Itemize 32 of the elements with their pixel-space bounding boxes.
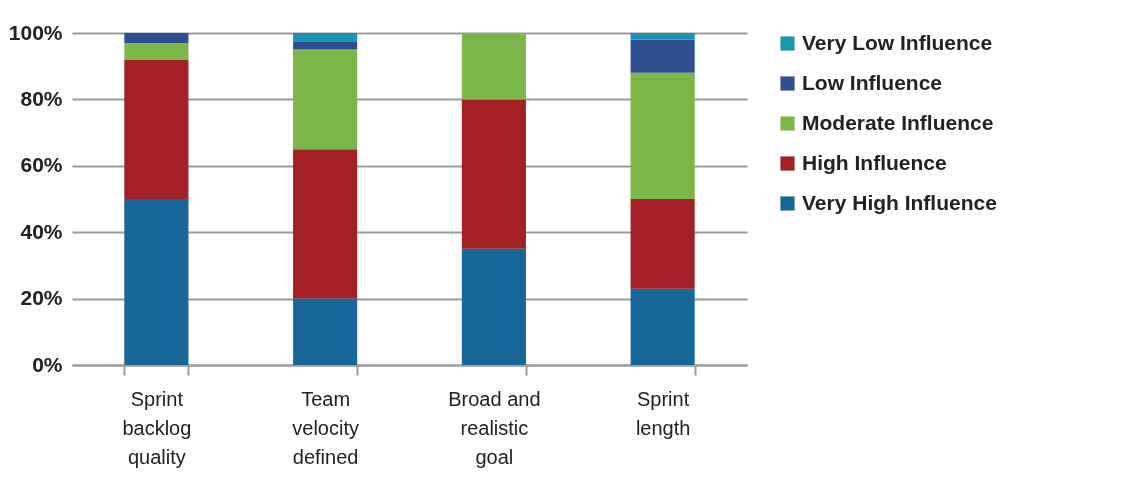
y-tick-label: 20%	[20, 286, 63, 310]
bar	[630, 39, 695, 73]
y-tick-label: 40%	[20, 219, 63, 243]
bar	[124, 33, 189, 43]
x-tick-label: Team velocity defined	[292, 387, 359, 468]
bar	[461, 33, 526, 100]
bar	[461, 248, 526, 365]
bar	[630, 72, 695, 199]
x-tick-label: Broad and realistic goal	[448, 387, 541, 468]
legend-label: Very Low Influence	[802, 30, 993, 54]
bar	[124, 199, 189, 365]
y-tick-label: 100%	[8, 20, 63, 44]
legend-label: Very High Influence	[802, 190, 997, 214]
bar	[293, 33, 358, 42]
legend-label: High Influence	[802, 150, 947, 174]
bar	[124, 59, 189, 199]
x-tick-label: Sprint backlog quality	[122, 387, 192, 468]
bar	[293, 41, 358, 50]
legend-label: Moderate Influence	[802, 110, 994, 134]
bar	[293, 298, 358, 365]
bar	[293, 149, 358, 299]
bar	[461, 99, 526, 249]
bar	[293, 49, 358, 150]
bar	[630, 199, 695, 289]
legend-label: Low Influence	[802, 70, 943, 94]
y-tick-label: 60%	[20, 153, 63, 177]
bar	[124, 42, 189, 60]
y-tick-label: 80%	[20, 86, 63, 110]
y-tick-label: 0%	[32, 352, 63, 376]
x-tick-label: Sprint length	[635, 387, 691, 439]
bar	[630, 288, 695, 365]
bar	[630, 33, 695, 40]
